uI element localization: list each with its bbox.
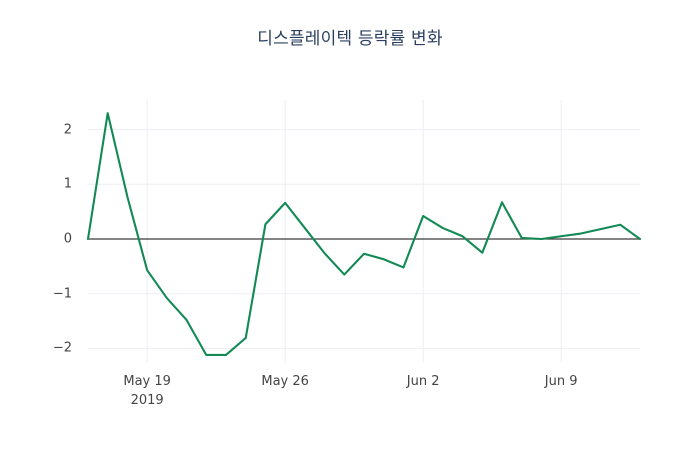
y-tick-label: −1 — [52, 286, 72, 302]
x-tick-label: May 19 2019 — [123, 372, 171, 410]
x-tick-label-date: May 19 — [123, 374, 171, 389]
x-gridlines — [146, 100, 562, 363]
x-tick-label-date: Jun 2 — [406, 374, 440, 389]
y-tick-label: 0 — [63, 231, 72, 247]
x-tick-label: Jun 9 — [545, 372, 578, 391]
x-tick-label-date: Jun 9 — [544, 374, 578, 389]
y-gridlines — [88, 129, 640, 349]
x-tick-label-date: May 26 — [261, 374, 309, 389]
data-series-line — [86, 112, 642, 357]
x-tick-label: Jun 2 — [407, 372, 440, 391]
y-tick-label: 2 — [63, 122, 72, 138]
chart-title: 디스플레이텍 등락률 변화 — [257, 29, 443, 49]
x-tick-label-year: 2019 — [130, 393, 164, 408]
y-tick-label: 1 — [63, 176, 72, 192]
x-tick-label: May 26 — [261, 372, 309, 391]
y-tick-label: −2 — [52, 340, 72, 356]
